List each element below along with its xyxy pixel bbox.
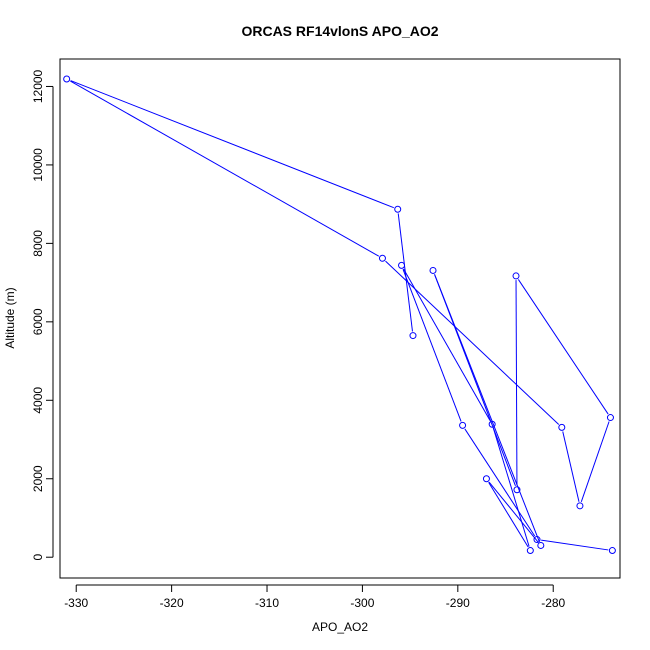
data-point xyxy=(526,547,534,555)
data-point xyxy=(513,486,521,494)
series-segment xyxy=(402,269,462,422)
data-point xyxy=(63,75,71,83)
y-tick-label: 6000 xyxy=(31,308,45,335)
x-tick-label: -310 xyxy=(255,596,279,610)
series-segment xyxy=(541,539,609,551)
data-point xyxy=(429,266,437,274)
data-point xyxy=(558,423,566,431)
series-segment xyxy=(70,80,380,257)
x-tick-label: -330 xyxy=(64,596,88,610)
x-axis: -330 -320 -310 -300 -290 -280 xyxy=(64,584,566,610)
x-tick-label: -290 xyxy=(446,596,470,610)
x-tick-label: -300 xyxy=(350,596,374,610)
y-tick-label: 12000 xyxy=(31,69,45,103)
y-tick-label: 0 xyxy=(31,554,45,561)
data-point xyxy=(394,205,402,213)
series-segment xyxy=(434,274,540,542)
y-tick-label: 4000 xyxy=(31,387,45,414)
x-axis-label: APO_AO2 xyxy=(312,620,368,634)
data-point xyxy=(537,541,545,549)
y-axis: 0 2000 4000 6000 8000 10000 12000 xyxy=(31,69,54,561)
series-segment xyxy=(488,481,539,543)
series-segment xyxy=(515,280,518,486)
series-segment xyxy=(464,428,536,537)
series-segment xyxy=(580,421,610,503)
data-point xyxy=(576,502,584,510)
series-segment xyxy=(562,431,580,502)
data-point xyxy=(398,261,406,269)
data-point xyxy=(488,420,496,428)
y-tick-label: 10000 xyxy=(31,148,45,182)
y-axis-label: Altitude (m) xyxy=(3,287,17,348)
data-point xyxy=(459,421,467,429)
series-segment xyxy=(403,268,491,421)
data-point xyxy=(512,272,520,280)
x-tick-label: -280 xyxy=(541,596,565,610)
data-point xyxy=(482,475,490,483)
x-tick-label: -320 xyxy=(160,596,184,610)
series-segment xyxy=(385,260,560,425)
data-point xyxy=(533,536,541,544)
series-segment xyxy=(70,80,394,209)
data-point xyxy=(378,254,386,262)
data-point xyxy=(608,547,616,555)
data-point xyxy=(409,332,417,340)
series-segment xyxy=(492,428,530,547)
y-tick-label: 2000 xyxy=(31,465,45,492)
chart-title: ORCAS RF14vlonS APO_AO2 xyxy=(241,23,438,39)
data-point xyxy=(606,414,614,422)
series-segment xyxy=(517,279,609,415)
series-layer xyxy=(63,75,616,555)
y-tick-label: 8000 xyxy=(31,230,45,257)
series-segment xyxy=(488,482,529,548)
plot-frame xyxy=(59,58,621,579)
